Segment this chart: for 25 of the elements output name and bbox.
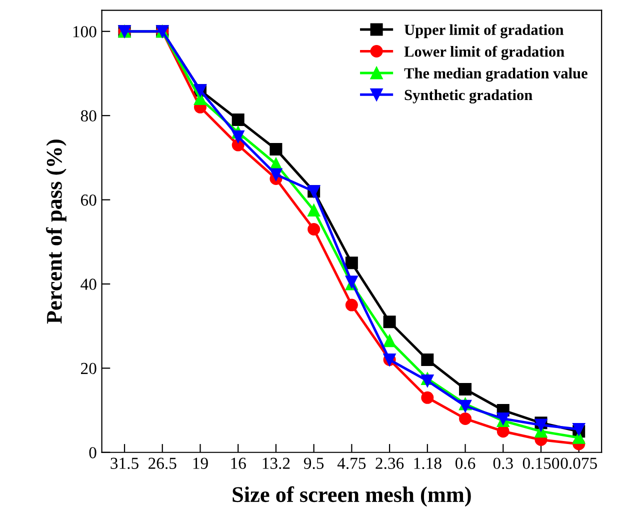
x-tick-label: 16 <box>231 458 246 469</box>
x-tick-label: 0.075 <box>560 458 597 470</box>
x-tick-label: 19 <box>193 458 208 469</box>
y-tick-label: 80 <box>80 110 96 122</box>
y-tick-label: 60 <box>80 194 96 206</box>
x-tick-label: 0.6 <box>455 458 476 470</box>
x-tick-label: 2.36 <box>376 458 404 470</box>
legend-label: Upper limit of gradation <box>404 24 564 38</box>
x-tick-label: 1.18 <box>414 458 442 470</box>
y-tick-label: 0 <box>89 447 96 458</box>
legend-label: The median gradation value <box>404 68 588 82</box>
x-tick-label: 9.5 <box>304 458 324 470</box>
y-tick-label: 100 <box>73 26 96 38</box>
y-axis-title: Percent of pass (%) <box>46 140 66 324</box>
x-tick-label: 4.75 <box>337 458 366 470</box>
x-tick-label: 0.150 <box>522 458 560 470</box>
legend-label: Lower limit of gradation <box>404 46 564 60</box>
x-tick-label: 0.3 <box>493 458 513 470</box>
x-tick-label: 31.5 <box>110 458 138 470</box>
x-axis-title: Size of screen mesh (mm) <box>232 486 471 507</box>
y-tick-label: 40 <box>80 278 96 290</box>
legend-label: Synthetic gradation <box>404 89 532 104</box>
y-tick-label: 20 <box>81 362 96 374</box>
x-tick-label: 26.5 <box>148 458 176 470</box>
x-tick-label: 13.2 <box>262 458 290 470</box>
